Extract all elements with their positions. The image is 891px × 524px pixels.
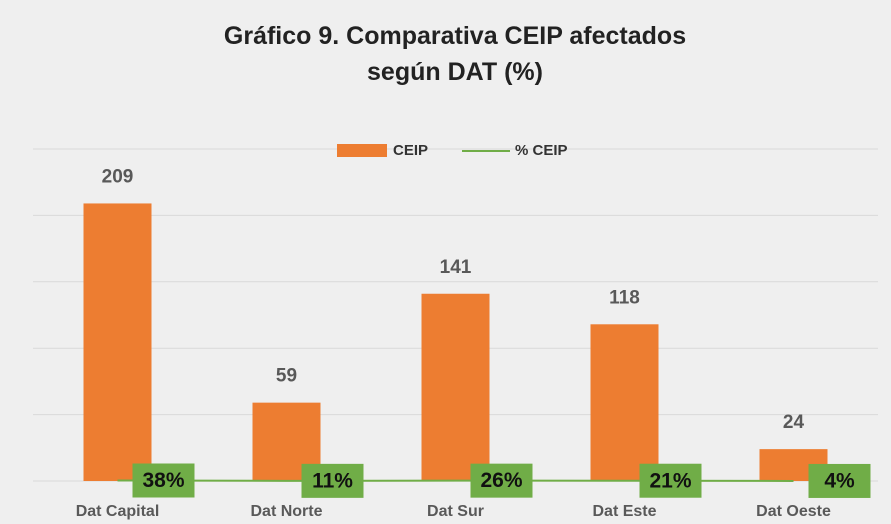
bar [590,324,659,481]
line-label-box [132,463,195,498]
bar [83,203,152,481]
x-tick-label: Dat Oeste [756,503,831,520]
bar-value-label: 209 [102,166,134,187]
line-label-box [639,463,702,498]
chart-title: Gráfico 9. Comparativa CEIP afectados se… [223,22,687,86]
legend-swatch [337,144,387,157]
line-label-box [470,463,533,498]
bar-value-label: 141 [440,257,472,278]
legend-label: % CEIP [515,142,568,159]
x-tick-label: Dat Sur [427,503,484,520]
line-value-label: 21% [649,469,691,492]
x-tick-label: Dat Este [592,503,656,520]
legend-label: CEIP [393,142,428,159]
x-tick-label: Dat Norte [250,503,322,520]
bar-value-label: 59 [276,366,297,387]
bar [421,293,490,481]
line-value-label: 26% [480,469,522,492]
line-label-box [301,463,364,498]
bar-value-label: 118 [609,287,640,308]
bar-value-label: 24 [783,412,805,433]
line-value-label: 11% [312,469,353,492]
line-value-label: 38% [142,469,184,492]
line-value-label: 4% [824,469,855,492]
line-label-box [808,463,871,498]
x-tick-label: Dat Capital [76,503,160,520]
